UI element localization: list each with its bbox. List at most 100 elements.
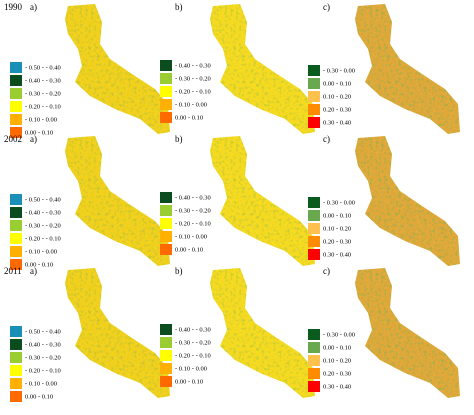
legend-label: - 0.40 - - 0.30 [175,194,211,201]
map [355,136,460,266]
panel-label: c) [323,2,330,12]
legend-swatch [308,65,320,76]
legend-swatch [308,210,320,221]
legend-label: 0.20 - 0.30 [323,106,351,113]
legend-label: - 0.30 - - 0.20 [25,222,61,229]
map-fill [65,4,170,134]
legend-label: - 0.40 - - 0.30 [175,326,211,333]
legend-swatch [10,246,22,257]
legend-swatch [308,223,320,234]
legend-swatch [308,91,320,102]
legend-label: 0.00 - 0.10 [175,114,203,121]
legend-swatch [308,236,320,247]
legend-label: - 0.10 - 0.00 [175,365,207,372]
legend-swatch [10,233,22,244]
legend-label: 0.00 - 0.10 [25,129,53,136]
map-texture [65,136,170,266]
legend-label: 0.10 - 0.20 [323,93,351,100]
legend-swatch [10,259,22,270]
legend-swatch [308,342,320,353]
legend-swatch [308,78,320,89]
map-texture [210,268,315,398]
legend-swatch [10,365,22,376]
legend-label: - 0.20 - - 0.10 [175,220,211,227]
panel-label: a) [30,266,37,276]
legend-swatch [10,326,22,337]
legend-label: 0.00 - 0.10 [175,378,203,385]
legend-label: - 0.40 - - 0.30 [25,209,61,216]
panel-label: b) [175,2,183,12]
legend-swatch [308,368,320,379]
panel-label: b) [175,266,183,276]
legend-label: 0.30 - 0.40 [323,119,351,126]
legend-swatch [308,381,320,392]
legend-swatch [160,376,172,387]
legend-swatch [160,192,172,203]
legend-label: - 0.30 - - 0.20 [175,75,211,82]
map-texture [65,4,170,134]
legend-swatch [10,127,22,138]
legend-swatch [308,197,320,208]
legend-label: - 0.50 - - 0.40 [25,196,61,203]
year-label: 2002 [4,134,22,144]
map [210,268,315,398]
legend-label: 0.00 - 0.10 [323,344,351,351]
legend-label: - 0.30 - 0.00 [323,199,355,206]
legend-label: 0.20 - 0.30 [323,238,351,245]
legend-label: 0.10 - 0.20 [323,225,351,232]
legend-label: 0.00 - 0.10 [323,212,351,219]
legend-label: - 0.10 - 0.00 [175,101,207,108]
legend-label: 0.00 - 0.10 [323,80,351,87]
legend-swatch [10,101,22,112]
legend-swatch [10,352,22,363]
map [65,268,170,398]
map-fill [210,268,315,398]
legend-swatch [10,75,22,86]
year-label: 2011 [4,266,22,276]
legend-swatch [160,112,172,123]
legend-swatch [160,205,172,216]
map-texture [210,4,315,134]
legend-swatch [308,355,320,366]
panel-label: b) [175,134,183,144]
legend-label: - 0.20 - - 0.10 [25,367,61,374]
legend-label: - 0.50 - - 0.40 [25,328,61,335]
legend-swatch [160,86,172,97]
map [210,4,315,134]
map-texture [355,136,460,266]
legend-swatch [10,339,22,350]
legend-label: 0.00 - 0.10 [25,261,53,268]
map-fill [65,136,170,266]
legend-label: - 0.30 - 0.00 [323,331,355,338]
legend-label: - 0.30 - - 0.20 [25,354,61,361]
map [65,136,170,266]
map-texture [355,4,460,134]
legend-swatch [160,231,172,242]
map [355,4,460,134]
legend-label: 0.30 - 0.40 [323,383,351,390]
legend-swatch [160,60,172,71]
legend-label: 0.00 - 0.10 [175,246,203,253]
legend-label: - 0.30 - - 0.20 [25,90,61,97]
legend-label: 0.30 - 0.40 [323,251,351,258]
legend-label: 0.10 - 0.20 [323,357,351,364]
legend-label: - 0.10 - 0.00 [175,233,207,240]
map-fill [355,268,460,398]
legend-swatch [160,350,172,361]
legend-swatch [160,337,172,348]
legend-label: - 0.10 - 0.00 [25,380,57,387]
legend-label: - 0.20 - - 0.10 [175,352,211,359]
legend-swatch [10,114,22,125]
legend-label: - 0.40 - - 0.30 [25,77,61,84]
legend-label: 0.20 - 0.30 [323,370,351,377]
map [65,4,170,134]
legend-label: - 0.40 - - 0.30 [175,62,211,69]
panel-label: c) [323,134,330,144]
legend-swatch [10,207,22,218]
legend-label: - 0.50 - - 0.40 [25,64,61,71]
legend-label: - 0.40 - - 0.30 [25,341,61,348]
legend-swatch [10,62,22,73]
legend-label: - 0.20 - - 0.10 [175,88,211,95]
map-texture [210,136,315,266]
